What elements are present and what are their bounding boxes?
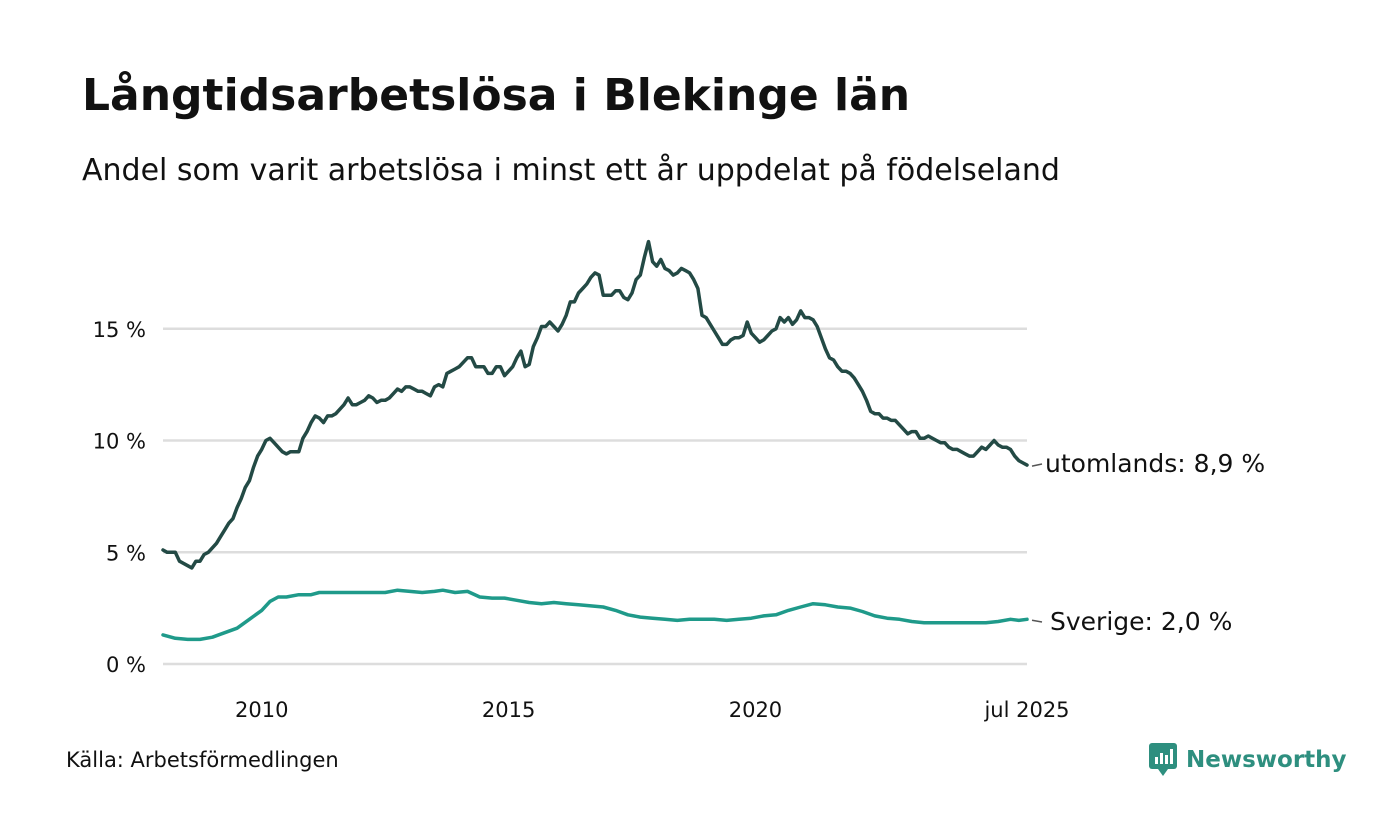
chart-subtitle: Andel som varit arbetslösa i minst ett å… — [82, 153, 1060, 188]
x-tick-label: 2015 — [482, 698, 535, 722]
y-axis-ticks: 0 % 5 % 10 % 15 % — [93, 318, 146, 677]
end-label-connector — [1031, 463, 1043, 467]
series-end-label: Sverige: 2,0 % — [1050, 607, 1232, 636]
brand-name: Newsworthy — [1186, 747, 1347, 773]
y-tick-label: 0 % — [106, 653, 146, 677]
brand-logo: Newsworthy — [1148, 742, 1347, 778]
gridlines — [163, 327, 1027, 666]
end-labels: utomlands: 8,9 % Sverige: 2,0 % — [1031, 449, 1265, 636]
chart-title: Långtidsarbetslösa i Blekinge län — [82, 70, 911, 121]
x-tick-label: 2010 — [235, 698, 288, 722]
y-tick-label: 10 % — [93, 430, 146, 454]
y-tick-label: 15 % — [93, 318, 146, 342]
series-line-utomlands — [161, 239, 1029, 570]
x-axis-ticks: 2010 2015 2020 jul 2025 — [235, 698, 1070, 722]
series-line-sverige — [161, 588, 1029, 642]
series-end-label: utomlands: 8,9 % — [1045, 449, 1265, 478]
series-lines — [161, 239, 1029, 642]
newsworthy-logo-icon — [1149, 743, 1177, 776]
source-note: Källa: Arbetsförmedlingen — [66, 748, 339, 772]
y-tick-label: 5 % — [106, 541, 146, 565]
end-label-connector — [1031, 619, 1043, 623]
x-tick-label: jul 2025 — [983, 698, 1069, 722]
x-tick-label: 2020 — [729, 698, 782, 722]
